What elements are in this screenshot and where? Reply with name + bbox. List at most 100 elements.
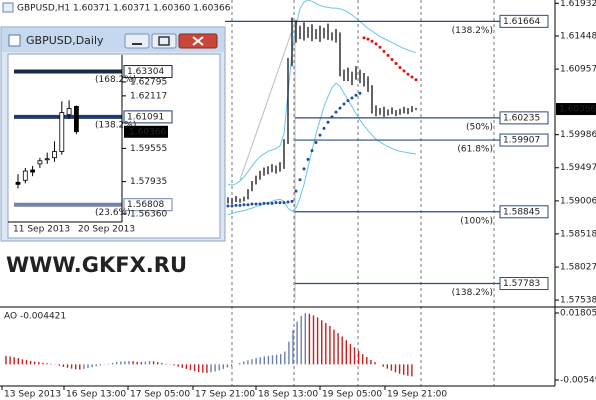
fibo-price-label: 1.57783 — [503, 279, 540, 289]
sar-dot — [342, 102, 346, 106]
sar-dot — [254, 202, 258, 206]
sar-dot — [230, 204, 234, 208]
daily-chart-area — [7, 53, 221, 239]
x-tick-label: 11 Sep 2013 — [13, 225, 70, 235]
sar-dot — [262, 201, 266, 205]
y-tick-label: 1.61932 — [560, 0, 596, 9]
sar-dot — [354, 93, 358, 97]
lower-band — [227, 82, 417, 216]
sar-dot — [294, 189, 298, 193]
sar-dot — [386, 53, 390, 57]
sar-dot — [298, 178, 302, 182]
sar-dot — [238, 203, 242, 207]
fibo-percent-label: (138.2%) — [95, 120, 136, 130]
y-tick-label: 1.62795 — [130, 77, 167, 87]
fibo-price-box — [499, 277, 549, 291]
sar-dot — [274, 201, 278, 205]
y-tick-label: 1.56360 — [130, 209, 167, 219]
sar-dot — [302, 167, 306, 171]
fibo-price-box — [499, 14, 549, 28]
minimize-button[interactable] — [124, 33, 150, 49]
sar-dot — [314, 141, 318, 145]
y-tick-label: 1.59555 — [130, 144, 167, 154]
upper-band — [227, 0, 417, 186]
sar-dot — [370, 39, 374, 43]
fibo-percent-label: (168.2%) — [95, 75, 136, 85]
watermark: WWW.GKFX.RU — [6, 253, 187, 277]
sar-dot — [322, 126, 326, 130]
fibo-percent-label: (138.2%) — [452, 26, 493, 36]
fibo-percent-label: (23.6%) — [95, 208, 131, 218]
y-tick-label: 1.57935 — [130, 177, 167, 187]
sar-dot — [366, 37, 370, 41]
sar-dot — [390, 57, 394, 61]
x-tick-label: 19 Sep 21:00 — [387, 390, 447, 400]
ao-panel: AO -0.004421 0.018054 -0.005491 — [0, 306, 596, 385]
fibo-price-box — [123, 198, 173, 212]
sar-dot — [226, 204, 230, 208]
fibo-price-box — [499, 133, 549, 147]
fibo-price-box — [123, 110, 173, 124]
sar-dot — [286, 200, 290, 204]
maximize-button[interactable] — [151, 33, 177, 49]
sar-dot — [382, 49, 386, 53]
sar-dot — [310, 149, 314, 153]
fibo-trend-line — [239, 21, 296, 181]
sar-dot — [338, 106, 342, 110]
chart-icon — [2, 2, 14, 13]
sar-dot — [290, 199, 294, 203]
y-tick-label: 1.58518 — [560, 229, 596, 239]
sar-dot — [250, 202, 254, 206]
candle-body — [74, 106, 79, 133]
sar-dot — [242, 203, 246, 207]
sar-dot — [410, 75, 414, 79]
fibo-percent-label: (61.8%) — [457, 145, 493, 155]
sar-dot — [350, 96, 354, 100]
sar-dot — [266, 201, 270, 205]
y-tick-label: 1.59006 — [560, 196, 596, 206]
sar-dot — [398, 66, 402, 70]
fibo-price-label: 1.63304 — [127, 67, 164, 77]
fibo-price-label: 1.59907 — [503, 136, 540, 146]
sar-dot — [406, 72, 410, 76]
sar-dot — [278, 201, 282, 205]
daily-chart-window[interactable]: GBPUSD,Daily 1.63304(168.2%) 1.61091(138.… — [0, 26, 226, 242]
sar-dot — [394, 62, 398, 66]
sar-dot — [374, 42, 378, 46]
sar-dot — [330, 115, 334, 119]
window-icon — [8, 34, 21, 47]
close-icon — [192, 36, 204, 46]
sar-dot — [306, 157, 310, 161]
sar-dot — [318, 133, 322, 137]
sar-dot — [402, 69, 406, 73]
candle-body — [37, 160, 43, 165]
chart-header: GBPUSD,H1 1.60371 1.60371 1.60360 1.6036… — [17, 4, 231, 14]
current-price-label: 1.60366 — [559, 105, 596, 115]
fibo-price-label: 1.60235 — [503, 113, 540, 123]
fibo-price-box — [499, 205, 549, 219]
candle-body — [59, 112, 65, 152]
fibo-percent-label: (100%) — [460, 216, 493, 226]
candle-body — [15, 181, 21, 185]
y-tick-label: 1.58027 — [560, 263, 596, 273]
sar-dot — [326, 120, 330, 124]
fibo-price-box — [499, 111, 549, 125]
fibo-price-label: 1.61664 — [503, 17, 540, 27]
y-tick-label: 1.57538 — [560, 296, 596, 306]
x-tick-label: 19 Sep 05:00 — [322, 390, 382, 400]
candle-body — [66, 108, 72, 116]
y-tick-label: 0.018054 — [560, 309, 596, 319]
candle-body — [22, 170, 28, 181]
fibo-price-box — [123, 65, 173, 79]
y-tick-label: 1.59497 — [560, 163, 596, 173]
x-tick-label: 17 Sep 21:00 — [195, 390, 255, 400]
fibo-price-label: 1.56808 — [127, 200, 164, 210]
current-price-box — [556, 103, 596, 116]
sar-dot — [258, 202, 262, 206]
x-tick-label: 17 Sep 05:00 — [130, 390, 190, 400]
y-tick-label: -0.005491 — [560, 375, 596, 385]
y-tick-label: 1.61448 — [560, 31, 596, 41]
sar-dot — [234, 203, 238, 207]
sar-dot — [270, 201, 274, 205]
